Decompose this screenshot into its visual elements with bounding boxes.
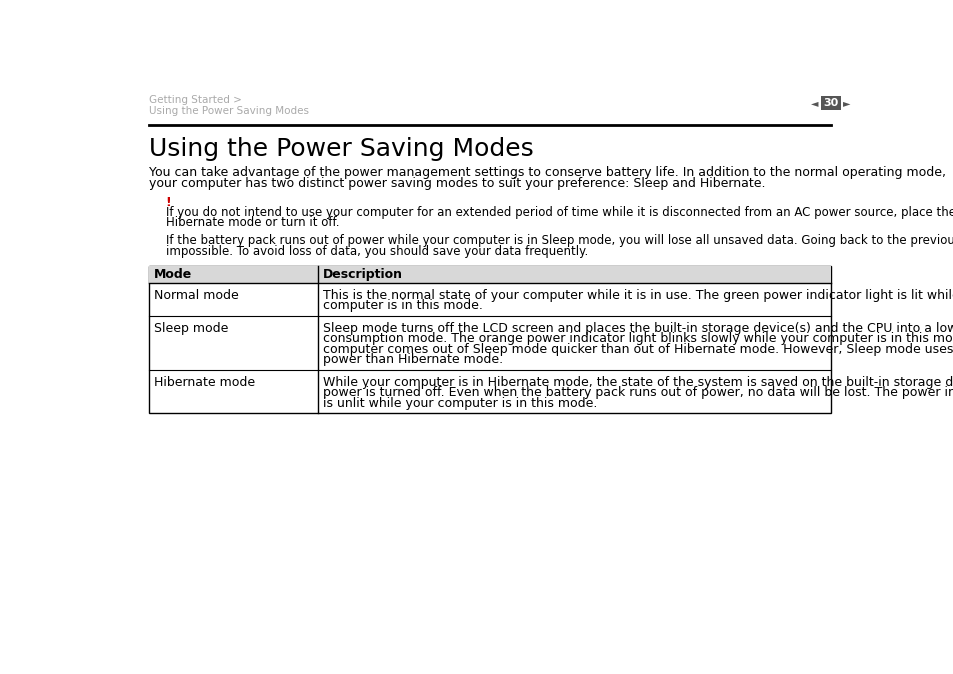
Text: Using the Power Saving Modes: Using the Power Saving Modes xyxy=(149,106,309,117)
Text: ◄: ◄ xyxy=(810,98,818,109)
Text: Description: Description xyxy=(323,268,403,280)
Text: Getting Started >: Getting Started > xyxy=(149,95,241,104)
Bar xyxy=(149,266,830,282)
Text: is unlit while your computer is in this mode.: is unlit while your computer is in this … xyxy=(323,396,597,410)
Text: Normal mode: Normal mode xyxy=(154,288,238,302)
Bar xyxy=(149,266,830,413)
Text: If you do not intend to use your computer for an extended period of time while i: If you do not intend to use your compute… xyxy=(166,206,953,218)
Text: consumption mode. The orange power indicator light blinks slowly while your comp: consumption mode. The orange power indic… xyxy=(323,332,953,345)
Text: 30: 30 xyxy=(822,98,838,109)
Text: computer comes out of Sleep mode quicker than out of Hibernate mode. However, Sl: computer comes out of Sleep mode quicker… xyxy=(323,342,953,356)
Text: Using the Power Saving Modes: Using the Power Saving Modes xyxy=(149,137,533,161)
Text: Sleep mode: Sleep mode xyxy=(154,322,229,335)
Text: ►: ► xyxy=(842,98,850,109)
Text: You can take advantage of the power management settings to conserve battery life: You can take advantage of the power mana… xyxy=(149,166,944,179)
Text: This is the normal state of your computer while it is in use. The green power in: This is the normal state of your compute… xyxy=(323,288,953,302)
Text: While your computer is in Hibernate mode, the state of the system is saved on th: While your computer is in Hibernate mode… xyxy=(323,376,953,389)
Text: Hibernate mode or turn it off.: Hibernate mode or turn it off. xyxy=(166,216,339,229)
Text: Mode: Mode xyxy=(154,268,193,280)
Text: power is turned off. Even when the battery pack runs out of power, no data will : power is turned off. Even when the batte… xyxy=(323,386,953,399)
Bar xyxy=(820,96,840,110)
Text: Hibernate mode: Hibernate mode xyxy=(154,376,255,389)
Text: computer is in this mode.: computer is in this mode. xyxy=(323,299,482,312)
Text: impossible. To avoid loss of data, you should save your data frequently.: impossible. To avoid loss of data, you s… xyxy=(166,245,587,257)
Text: your computer has two distinct power saving modes to suit your preference: Sleep: your computer has two distinct power sav… xyxy=(149,177,764,190)
Text: If the battery pack runs out of power while your computer is in Sleep mode, you : If the battery pack runs out of power wh… xyxy=(166,234,953,247)
Text: power than Hibernate mode.: power than Hibernate mode. xyxy=(323,353,502,366)
Text: !: ! xyxy=(166,195,172,209)
Text: Sleep mode turns off the LCD screen and places the built-in storage device(s) an: Sleep mode turns off the LCD screen and … xyxy=(323,322,953,335)
